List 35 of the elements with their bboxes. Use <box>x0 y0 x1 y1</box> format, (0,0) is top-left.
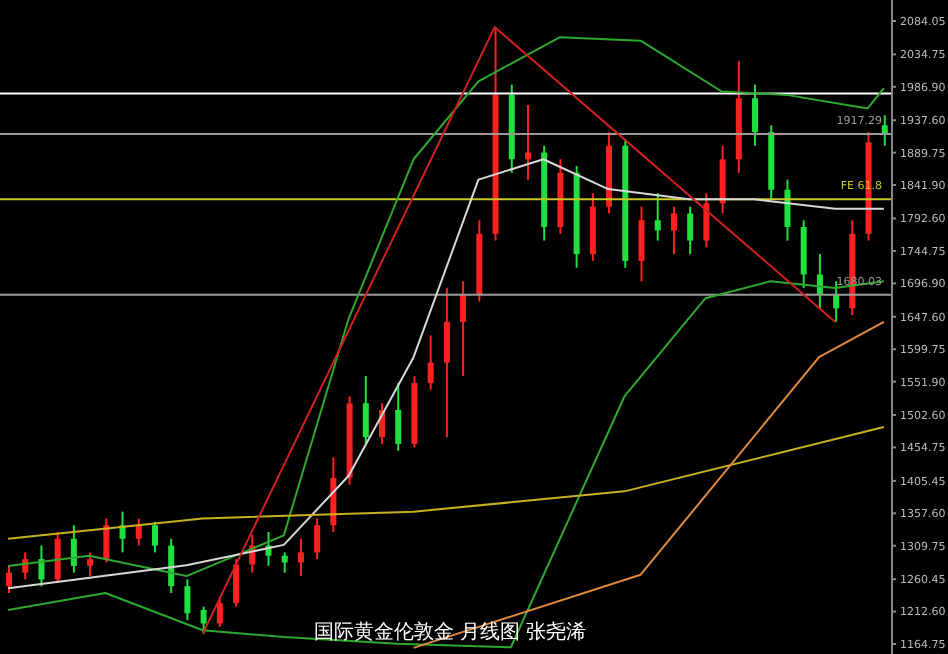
candlestick <box>233 558 240 608</box>
line-series <box>7 425 885 540</box>
candlestick <box>6 564 12 595</box>
candlestick <box>460 280 467 378</box>
candlestick <box>395 381 402 452</box>
line-series <box>412 320 885 649</box>
candlestick <box>881 114 888 147</box>
candlestick <box>216 595 223 628</box>
candlestick <box>654 192 661 242</box>
candlestick <box>752 83 759 147</box>
candlestick <box>443 287 450 439</box>
candlestick <box>719 144 726 215</box>
candlestick <box>703 192 710 249</box>
candlestick <box>87 551 94 578</box>
candlestick <box>638 205 645 283</box>
candlestick <box>427 334 434 391</box>
candlestick <box>314 517 321 561</box>
candlestick <box>184 578 191 622</box>
candlestick <box>800 219 807 290</box>
line-series <box>7 36 885 578</box>
line-series <box>7 158 885 590</box>
candlestick <box>135 517 142 547</box>
candlestick <box>362 375 369 445</box>
candlestick <box>297 537 304 578</box>
candlestick <box>687 205 694 256</box>
candlestick <box>589 192 596 262</box>
candlestick <box>103 517 110 564</box>
line-series <box>7 280 885 649</box>
candlestick <box>70 524 77 574</box>
candlestick <box>670 205 677 256</box>
candlestick <box>54 531 61 584</box>
candlestick <box>281 551 288 574</box>
candlestick <box>524 104 531 181</box>
candlestick <box>151 520 158 554</box>
candlestick <box>200 605 207 635</box>
